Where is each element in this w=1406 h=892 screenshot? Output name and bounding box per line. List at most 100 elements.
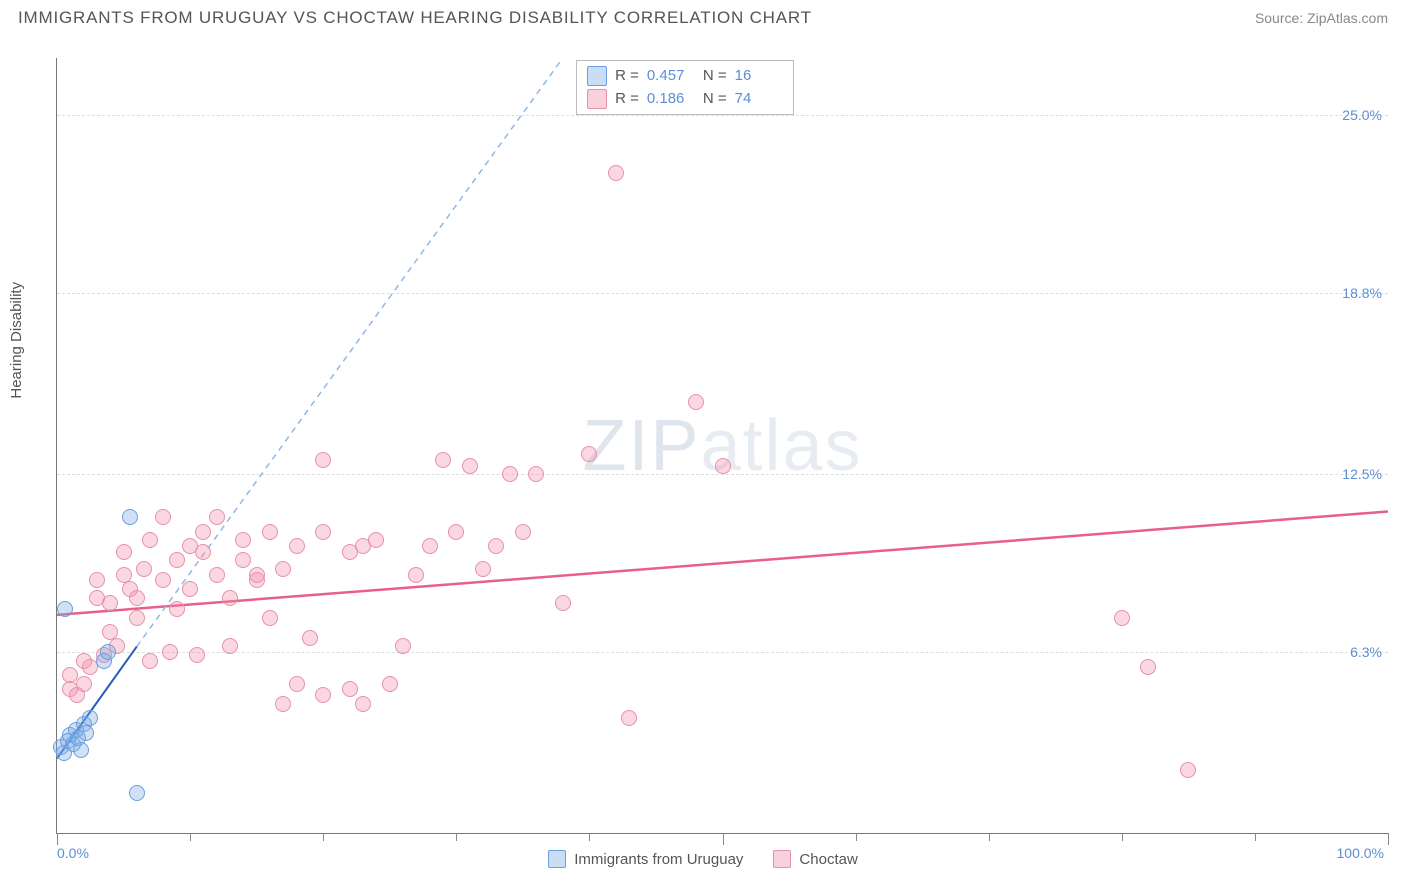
n-label: N = xyxy=(703,88,727,111)
n-label: N = xyxy=(703,65,727,88)
point-choctaw xyxy=(422,538,438,554)
point-choctaw xyxy=(488,538,504,554)
point-choctaw xyxy=(102,595,118,611)
ytick-label: 6.3% xyxy=(1350,644,1382,660)
point-choctaw xyxy=(355,696,371,712)
point-choctaw xyxy=(235,552,251,568)
r-value-choctaw: 0.186 xyxy=(647,88,695,111)
point-choctaw xyxy=(302,630,318,646)
point-choctaw xyxy=(462,458,478,474)
xtick xyxy=(323,833,324,841)
correlation-stat-box: R = 0.457 N = 16 R = 0.186 N = 74 xyxy=(576,60,794,115)
point-choctaw xyxy=(448,524,464,540)
swatch-uruguay xyxy=(548,850,566,868)
point-choctaw xyxy=(275,561,291,577)
gridline xyxy=(57,293,1388,294)
point-choctaw xyxy=(89,572,105,588)
r-label: R = xyxy=(615,65,639,88)
r-value-uruguay: 0.457 xyxy=(647,65,695,88)
n-value-choctaw: 74 xyxy=(735,88,783,111)
point-choctaw xyxy=(475,561,491,577)
ytick-label: 18.8% xyxy=(1342,285,1382,301)
legend-item-choctaw: Choctaw xyxy=(773,850,857,868)
point-choctaw xyxy=(142,653,158,669)
xtick xyxy=(989,833,990,841)
gridline xyxy=(57,474,1388,475)
point-choctaw xyxy=(528,466,544,482)
xtick xyxy=(1255,833,1256,841)
xtick xyxy=(190,833,191,841)
chart-container: Hearing Disability ZIPatlas R = 0.457 N … xyxy=(18,40,1388,874)
gridline xyxy=(57,652,1388,653)
point-choctaw xyxy=(249,567,265,583)
legend-item-uruguay: Immigrants from Uruguay xyxy=(548,850,743,868)
point-choctaw xyxy=(382,676,398,692)
point-choctaw xyxy=(169,552,185,568)
chart-title: IMMIGRANTS FROM URUGUAY VS CHOCTAW HEARI… xyxy=(18,8,812,28)
xtick xyxy=(856,833,857,841)
xtick-major xyxy=(1388,833,1389,845)
point-choctaw xyxy=(129,590,145,606)
r-label: R = xyxy=(615,88,639,111)
xtick-major xyxy=(57,833,58,845)
point-choctaw xyxy=(315,524,331,540)
point-choctaw xyxy=(315,452,331,468)
point-uruguay xyxy=(122,509,138,525)
source-prefix: Source: xyxy=(1255,10,1307,26)
point-uruguay xyxy=(73,742,89,758)
point-choctaw xyxy=(315,687,331,703)
point-choctaw xyxy=(195,524,211,540)
point-choctaw xyxy=(129,610,145,626)
gridline xyxy=(57,115,1388,116)
point-choctaw xyxy=(195,544,211,560)
point-choctaw xyxy=(142,532,158,548)
legend-label-choctaw: Choctaw xyxy=(799,851,857,868)
point-choctaw xyxy=(688,394,704,410)
point-choctaw xyxy=(116,544,132,560)
point-choctaw xyxy=(162,644,178,660)
point-choctaw xyxy=(136,561,152,577)
point-choctaw xyxy=(209,567,225,583)
point-choctaw xyxy=(289,538,305,554)
point-choctaw xyxy=(169,601,185,617)
point-choctaw xyxy=(342,681,358,697)
point-choctaw xyxy=(155,509,171,525)
point-choctaw xyxy=(435,452,451,468)
source-attribution: Source: ZipAtlas.com xyxy=(1255,10,1388,26)
xtick xyxy=(1122,833,1123,841)
point-choctaw xyxy=(1140,659,1156,675)
point-choctaw xyxy=(275,696,291,712)
legend-label-uruguay: Immigrants from Uruguay xyxy=(574,851,743,868)
point-choctaw xyxy=(262,524,278,540)
point-uruguay xyxy=(57,601,73,617)
point-choctaw xyxy=(608,165,624,181)
swatch-choctaw-small xyxy=(587,89,607,109)
ytick-label: 12.5% xyxy=(1342,466,1382,482)
point-choctaw xyxy=(235,532,251,548)
n-value-uruguay: 16 xyxy=(735,65,783,88)
point-choctaw xyxy=(715,458,731,474)
point-choctaw xyxy=(222,638,238,654)
point-choctaw xyxy=(581,446,597,462)
swatch-uruguay-small xyxy=(587,66,607,86)
plot-area: ZIPatlas R = 0.457 N = 16 R = 0.186 N = … xyxy=(56,58,1388,834)
point-choctaw xyxy=(502,466,518,482)
xtick xyxy=(589,833,590,841)
point-choctaw xyxy=(189,647,205,663)
swatch-choctaw xyxy=(773,850,791,868)
point-uruguay xyxy=(129,785,145,801)
xtick xyxy=(456,833,457,841)
point-choctaw xyxy=(262,610,278,626)
y-axis-label: Hearing Disability xyxy=(8,282,25,399)
point-choctaw xyxy=(515,524,531,540)
stat-row-uruguay: R = 0.457 N = 16 xyxy=(587,65,783,88)
point-uruguay xyxy=(82,710,98,726)
xtick-major xyxy=(723,833,724,845)
point-choctaw xyxy=(1114,610,1130,626)
source-name: ZipAtlas.com xyxy=(1307,10,1388,26)
point-uruguay xyxy=(100,644,116,660)
point-choctaw xyxy=(222,590,238,606)
point-choctaw xyxy=(395,638,411,654)
point-choctaw xyxy=(555,595,571,611)
point-choctaw xyxy=(76,676,92,692)
